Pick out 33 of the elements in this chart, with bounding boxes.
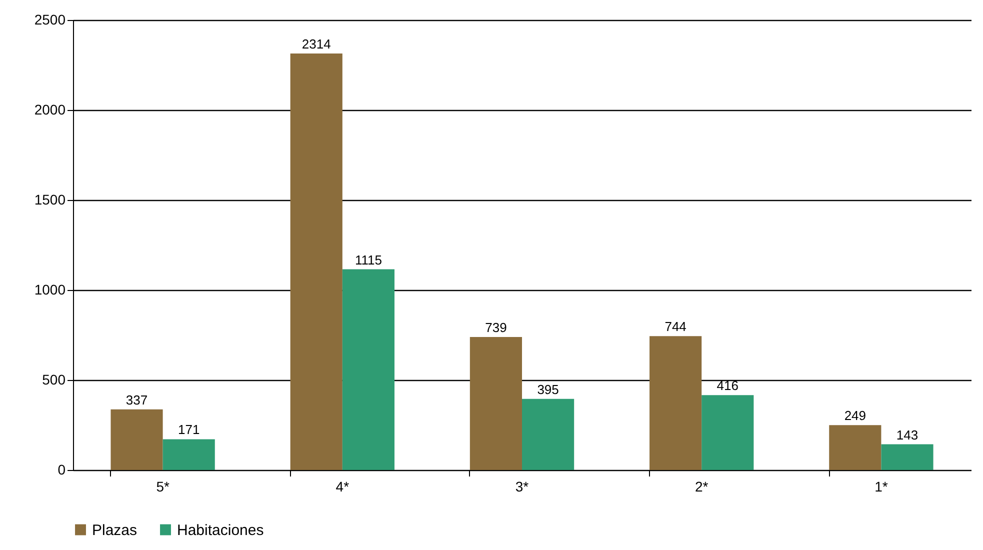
bar	[342, 269, 394, 470]
bar	[110, 409, 163, 470]
data-label: 143	[896, 427, 918, 442]
bar	[470, 336, 522, 470]
bar	[702, 395, 754, 470]
bar	[522, 398, 574, 470]
data-label: 2314	[302, 36, 331, 52]
data-label: 416	[716, 378, 738, 394]
y-tick-label: 1000	[34, 282, 66, 298]
data-label: 395	[537, 382, 559, 397]
data-label: 249	[844, 408, 866, 424]
data-label: 337	[126, 392, 148, 408]
data-label: 1115	[354, 252, 382, 268]
x-tick-label: 3*	[515, 478, 530, 494]
y-tick-label: 500	[42, 372, 66, 388]
y-tick-label: 0	[58, 462, 66, 478]
x-tick-label: 4*	[336, 478, 350, 494]
bar	[290, 53, 342, 470]
y-tick-label: 2500	[34, 12, 66, 28]
y-tick-label: 1500	[34, 192, 66, 208]
x-tick-label: 2*	[694, 478, 709, 494]
legend-label: Plazas	[92, 522, 138, 539]
data-label: 744	[664, 319, 686, 334]
data-label: 739	[485, 320, 507, 335]
bar	[829, 425, 882, 470]
y-tick-label: 2000	[34, 102, 66, 118]
x-tick-label: 5*	[156, 478, 170, 494]
bar	[881, 444, 934, 470]
bar	[162, 439, 215, 470]
bar	[650, 336, 702, 470]
data-label: 171	[178, 422, 200, 438]
legend-label: Habitaciones	[177, 522, 264, 539]
x-tick-label: 1*	[874, 478, 888, 494]
